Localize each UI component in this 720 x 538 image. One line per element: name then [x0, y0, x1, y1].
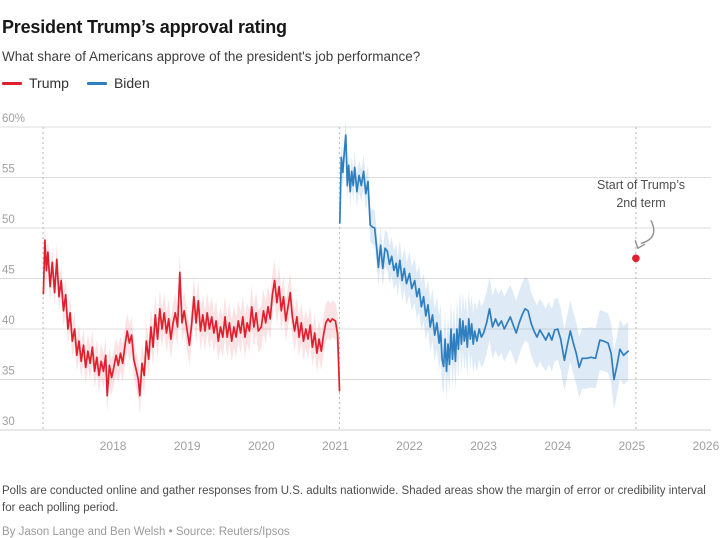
y-tick-label: 55 — [2, 164, 15, 176]
y-tick-label: 40 — [2, 315, 15, 327]
x-tick-label: 2026 — [693, 439, 720, 453]
y-tick-label: 60% — [2, 113, 25, 125]
annotation-line-1: Start of Trump’s — [597, 178, 685, 192]
annotation-arrowhead — [634, 240, 646, 249]
trump-line — [42, 239, 341, 397]
page-title: President Trump’s approval rating — [2, 17, 287, 38]
trump-color-swatch — [2, 81, 22, 85]
trump-legend-label: Trump — [29, 75, 69, 91]
byline: By Jason Lange and Ben Welsh • Source: R… — [2, 525, 290, 538]
x-tick-label: 2025 — [618, 439, 645, 453]
legend: Trump Biden — [2, 75, 150, 91]
x-tick-label: 2020 — [248, 439, 275, 453]
chart-subtitle: What share of Americans approve of the p… — [2, 48, 421, 64]
x-tick-label: 2022 — [396, 439, 423, 453]
y-tick-label: 50 — [2, 214, 15, 226]
y-tick-label: 45 — [2, 265, 15, 277]
biden-legend-label: Biden — [113, 75, 150, 91]
x-tick-label: 2024 — [544, 439, 571, 453]
x-tick-label: 2021 — [322, 439, 349, 453]
y-tick-label: 35 — [2, 366, 15, 378]
biden-line — [338, 134, 629, 381]
x-tick-label: 2019 — [174, 439, 201, 453]
annotation-arrow — [640, 219, 655, 244]
legend-item-trump: Trump — [2, 75, 69, 91]
y-tick-label: 30 — [2, 416, 15, 428]
x-tick-label: 2023 — [470, 439, 497, 453]
biden-error-band — [339, 120, 629, 410]
annotation-line-2: 2nd term — [616, 195, 666, 210]
biden-color-swatch — [86, 81, 107, 85]
legend-item-biden: Biden — [86, 75, 150, 91]
trump-2nd-term-dot — [632, 254, 640, 263]
x-tick-label: 2018 — [100, 439, 127, 453]
annotation-trump-2nd-term: Start of Trump’s 2nd term — [566, 177, 716, 212]
methodology-note: Polls are conducted online and gather re… — [2, 484, 706, 515]
